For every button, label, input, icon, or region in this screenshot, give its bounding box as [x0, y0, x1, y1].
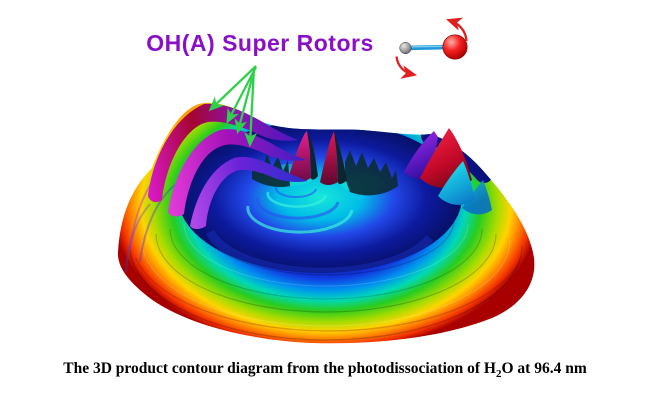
super-rotor-ridges: [148, 103, 308, 229]
pointer-arrow-3: [234, 66, 257, 135]
peak-right-shadow: [334, 131, 347, 185]
contour-plot: [117, 102, 535, 344]
peak-left-face: [288, 131, 311, 182]
caption-text-start: The 3D product contour diagram from the …: [63, 360, 496, 377]
ridge-inner: [190, 156, 308, 229]
hydrogen-atom-icon: [399, 41, 412, 55]
fin-cyan-large: [438, 161, 475, 205]
rotation-arrow-top-icon: [446, 17, 468, 42]
oxygen-atom-icon: [442, 34, 468, 60]
right-fins: [404, 128, 492, 215]
caption-text-end: O at 96.4 nm: [501, 360, 587, 377]
annotation-arrows: [208, 65, 258, 148]
pointer-arrow-2: [226, 66, 258, 124]
rotation-arrow-bottom-icon: [395, 56, 418, 79]
pointer-arrow-4: [244, 67, 258, 148]
peak-right-face: [320, 131, 338, 185]
ridge-middle: [168, 129, 306, 217]
central-peaks: [288, 131, 347, 185]
peak-left-shadow: [307, 131, 318, 180]
figure-caption: The 3D product contour diagram from the …: [0, 360, 650, 380]
oh-molecule-icon: [395, 17, 468, 79]
pointer-arrow-1: [208, 65, 257, 112]
ridge-outer: [148, 103, 298, 203]
caption-subscript: 2: [495, 368, 502, 381]
fin-cyan-small: [462, 180, 492, 215]
annotation-super-rotors: OH(A) Super Rotors: [146, 30, 374, 56]
